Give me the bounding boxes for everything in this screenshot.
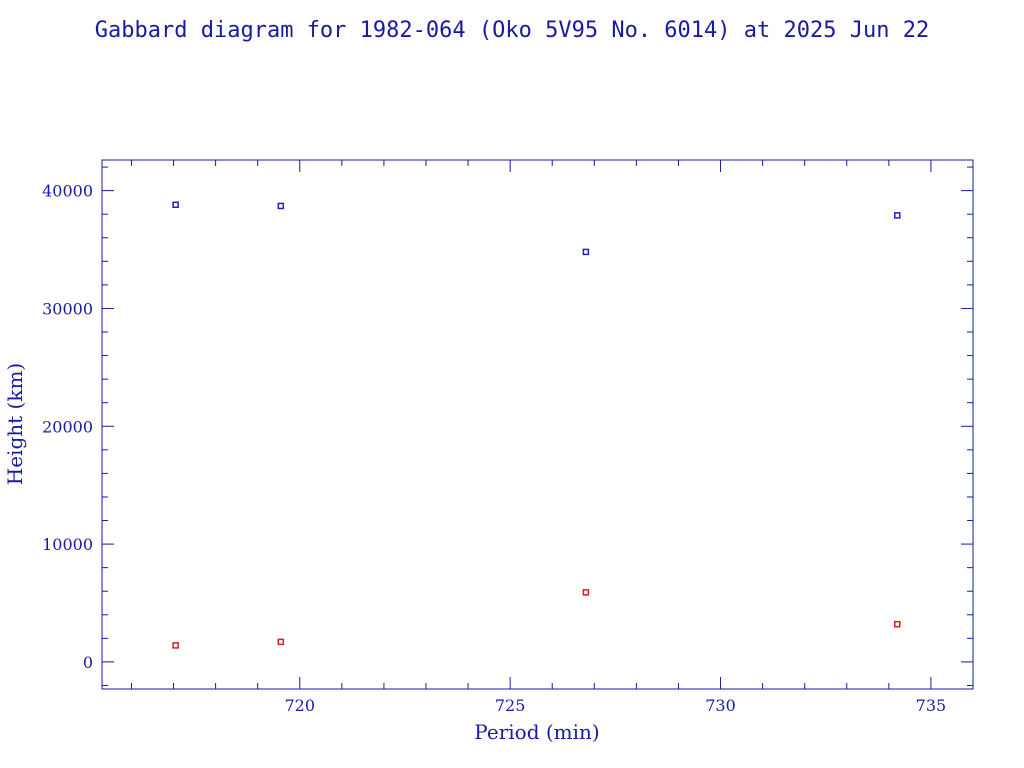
y-tick-label: 20000 — [42, 417, 93, 436]
data-point — [582, 248, 590, 256]
data-point — [582, 589, 590, 596]
data-point — [277, 638, 285, 646]
data-point — [172, 201, 179, 209]
x-tick-label: 720 — [284, 696, 315, 715]
y-axis-label: Height (km) — [3, 363, 27, 485]
axis-tick-labels: 720 725 730 735 0 10000 20000 30000 40000 — [42, 182, 946, 715]
y-tick-label: 40000 — [42, 182, 93, 201]
plot-frame — [101, 159, 974, 690]
x-tick-label: 730 — [705, 696, 736, 715]
data-point — [277, 202, 285, 210]
chart-title: Gabbard diagram for 1982-064 (Oko 5V95 N… — [95, 18, 929, 43]
y-tick-label: 10000 — [42, 535, 93, 554]
x-axis-label: Period (min) — [474, 720, 599, 744]
data-point — [172, 642, 179, 649]
data-point — [894, 212, 901, 219]
y-tick-label: 0 — [83, 653, 93, 672]
x-tick-label: 725 — [495, 696, 526, 715]
axis-ticks — [102, 160, 974, 689]
data-points — [172, 201, 901, 649]
x-tick-label: 735 — [916, 696, 947, 715]
y-tick-label: 30000 — [42, 299, 93, 318]
data-point — [894, 620, 901, 628]
